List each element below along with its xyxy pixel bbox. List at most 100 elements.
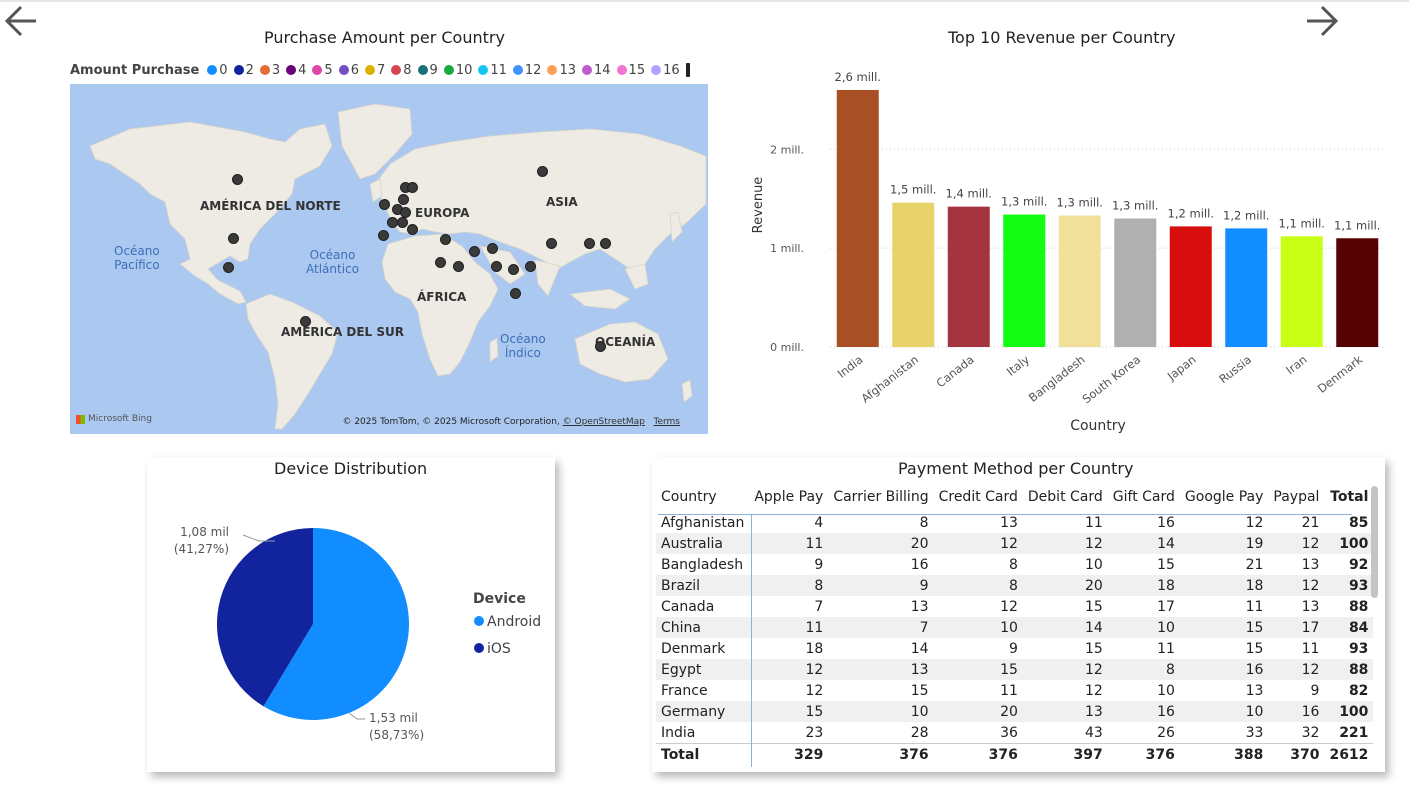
- table-row[interactable]: Brazil 8 9 8 20 18 18 12 93: [656, 575, 1374, 596]
- legend-item[interactable]: 12: [512, 63, 541, 78]
- column-header[interactable]: Carrier Billing: [833, 489, 929, 505]
- legend-item[interactable]: 4: [286, 63, 306, 78]
- pie-legend-item[interactable]: Android: [487, 614, 541, 630]
- revenue-title: Top 10 Revenue per Country: [948, 28, 1176, 47]
- table-row[interactable]: Denmark 18 14 9 15 11 15 11 93: [656, 638, 1373, 659]
- bar-data-label: 1,3 mill.: [1001, 195, 1047, 209]
- map-point[interactable]: [378, 230, 389, 241]
- value-cell: 13: [828, 659, 934, 680]
- legend-item[interactable]: 7: [364, 63, 385, 78]
- bar[interactable]: [1280, 236, 1323, 347]
- pie-pct-label: (41,27%): [174, 542, 229, 556]
- world-map[interactable]: AMÉRICA DEL NORTE EUROPA ASIA ÁFRICA AMÉ…: [70, 84, 708, 434]
- legend-item[interactable]: 16: [651, 63, 680, 78]
- legend-item[interactable]: 9: [417, 63, 438, 78]
- map-point[interactable]: [453, 261, 464, 272]
- value-cell: 28: [910, 724, 929, 741]
- legend-item-label: 3: [271, 62, 281, 78]
- pie-legend-item[interactable]: iOS: [487, 641, 511, 657]
- map-point[interactable]: [510, 288, 521, 299]
- x-tick-label: Bangladesh: [1026, 352, 1088, 405]
- table-row[interactable]: Bangladesh 9 16 8 10 15 21 13 92: [656, 554, 1373, 575]
- country-cell: India: [661, 724, 696, 741]
- table-row[interactable]: France 12 15 11 12 10 13 9 82: [656, 680, 1373, 701]
- value-cell: 100: [1324, 701, 1374, 722]
- revenue-bar-chart[interactable]: 0 mill. 1 mill. 2 mill. 2,6 mill. India 1,5 m…: [740, 60, 1400, 440]
- map-point[interactable]: [546, 238, 557, 249]
- bar[interactable]: [1169, 226, 1212, 347]
- table-row[interactable]: China 11 7 10 14 10 15 17 84: [656, 617, 1374, 638]
- bar[interactable]: [1003, 214, 1046, 347]
- legend-item[interactable]: 5: [312, 63, 333, 78]
- legend-item[interactable]: 10: [443, 63, 472, 78]
- table-row[interactable]: Australia 11 20 12 12 14 19 12 100: [656, 533, 1374, 554]
- bar[interactable]: [1114, 218, 1157, 348]
- value-cell: 8: [1008, 556, 1018, 573]
- map-point[interactable]: [525, 261, 536, 272]
- map-point[interactable]: [228, 233, 239, 244]
- table-scrollbar[interactable]: [1371, 486, 1378, 598]
- map-point[interactable]: [397, 217, 408, 228]
- table-row[interactable]: Germany 15 10 20 13 16 10 16 100: [656, 701, 1374, 722]
- forward-button[interactable]: [1305, 2, 1339, 40]
- bar[interactable]: [1225, 228, 1268, 347]
- map-point[interactable]: [407, 224, 418, 235]
- value-cell: 12: [1000, 598, 1018, 615]
- pie-slice[interactable]: [263, 528, 409, 720]
- table-row[interactable]: Egypt 12 13 15 12 8 16 12 88: [656, 659, 1374, 680]
- legend-item[interactable]: 2: [233, 63, 254, 78]
- map-point[interactable]: [584, 238, 595, 249]
- bar[interactable]: [1058, 215, 1101, 347]
- column-header[interactable]: Gift Card: [1112, 489, 1175, 505]
- map-point[interactable]: [537, 166, 548, 177]
- bar[interactable]: [947, 206, 990, 347]
- value-cell: 11: [1157, 640, 1175, 657]
- table-row[interactable]: Canada 7 13 12 15 17 11 13 88: [656, 596, 1373, 617]
- bar[interactable]: [836, 90, 879, 347]
- map-point[interactable]: [440, 234, 451, 245]
- map-point[interactable]: [435, 257, 446, 268]
- bar[interactable]: [892, 202, 935, 347]
- map-point[interactable]: [595, 341, 606, 352]
- map-point[interactable]: [379, 199, 390, 210]
- map-point[interactable]: [487, 243, 498, 254]
- column-header[interactable]: Total: [1330, 489, 1369, 505]
- table-row[interactable]: Afghanistan 4 8 13 11 16 12 21 85: [656, 512, 1373, 533]
- bar[interactable]: [1336, 238, 1379, 347]
- openstreetmap-link[interactable]: © OpenStreetMap: [562, 417, 645, 427]
- legend-item[interactable]: 11: [478, 63, 507, 78]
- legend-item[interactable]: 8: [391, 63, 412, 78]
- map-point[interactable]: [398, 194, 409, 205]
- map-point[interactable]: [491, 261, 502, 272]
- device-pie-chart[interactable]: 1,08 mil (41,27%) 1,53 mil (58,73%) Device An…: [147, 457, 555, 772]
- map-point[interactable]: [223, 262, 234, 273]
- column-header[interactable]: Apple Pay: [754, 489, 824, 505]
- map-point[interactable]: [508, 264, 519, 275]
- legend-item[interactable]: 3: [259, 62, 281, 78]
- map-point[interactable]: [407, 182, 418, 193]
- legend-item[interactable]: 15: [616, 63, 645, 78]
- legend-item[interactable]: 13: [547, 63, 576, 78]
- y-tick-label: 1 mill.: [770, 242, 804, 255]
- legend-item[interactable]: 0: [207, 63, 228, 78]
- column-header[interactable]: Country: [661, 489, 717, 505]
- column-header[interactable]: Paypal: [1273, 489, 1320, 505]
- column-header[interactable]: Google Pay: [1184, 489, 1264, 505]
- x-tick-label: Japan: [1164, 352, 1199, 383]
- legend-item[interactable]: 6: [338, 63, 359, 78]
- column-header[interactable]: Credit Card: [938, 489, 1018, 505]
- legend-item[interactable]: 14: [582, 63, 611, 78]
- map-point[interactable]: [300, 316, 311, 327]
- map-point[interactable]: [232, 174, 243, 185]
- column-header[interactable]: Debit Card: [1027, 489, 1103, 505]
- table-row[interactable]: India 23 28 36 43 26 33 32 221: [656, 722, 1373, 744]
- value-cell: 13: [1301, 556, 1320, 573]
- x-tick-label: India: [835, 352, 866, 380]
- map-point[interactable]: [469, 246, 480, 257]
- legend-more-icon[interactable]: [685, 63, 690, 77]
- back-button[interactable]: [4, 2, 38, 40]
- pie-slice[interactable]: [217, 528, 313, 707]
- terms-link[interactable]: Terms: [653, 417, 680, 427]
- map-point[interactable]: [600, 238, 611, 249]
- x-tick-label: Afghanistan: [859, 352, 922, 405]
